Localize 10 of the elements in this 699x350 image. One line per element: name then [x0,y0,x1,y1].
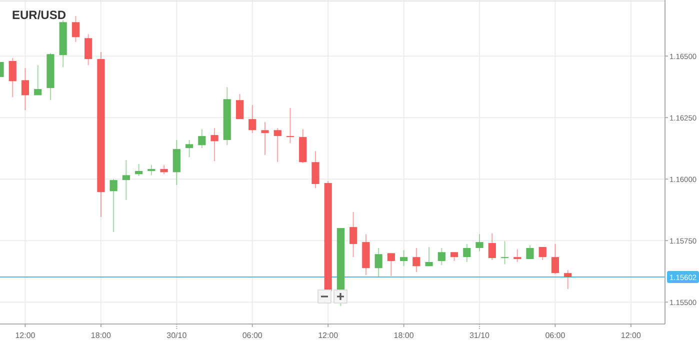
text: EUR/USD [12,8,66,22]
x-tick-label: 12:00 [318,331,339,340]
x-tick-label: 30/10 [166,331,188,340]
x-tick-label: 12:00 [620,331,642,340]
x-tick-label: 06:00 [242,331,263,340]
x-tick-label: 06:00 [545,331,566,340]
x-tick-label: 18:00 [394,331,414,340]
x-tick-label: 31/10 [469,331,490,340]
x-tick-label: 12:00 [15,331,36,340]
x-tick-label: 18:00 [90,331,112,340]
